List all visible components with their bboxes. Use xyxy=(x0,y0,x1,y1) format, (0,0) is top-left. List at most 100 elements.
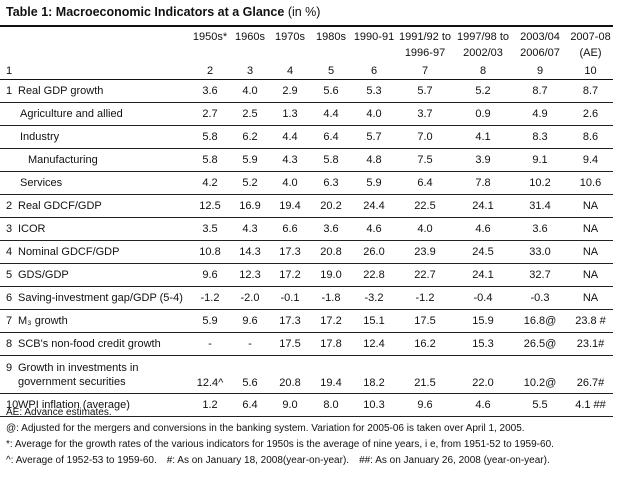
footnotes: AE: Advance estimates. @: Adjusted for th… xyxy=(6,405,554,469)
value-cell: 8.7 xyxy=(512,79,568,103)
value-cell: 19.4 xyxy=(310,355,352,394)
value-cell: 9.4 xyxy=(568,148,613,172)
row-label: 2 Real GDCF/GDP xyxy=(0,194,190,218)
value-cell: 5.9 xyxy=(190,309,230,333)
value-cell: 4.0 xyxy=(396,217,454,241)
value-cell: 16.8@ xyxy=(512,309,568,333)
table-row: 5 GDS/GDP 9.6 12.3 17.2 19.0 22.8 22.7 24.1 32.7 N… xyxy=(0,263,613,287)
column-number-row: 1 2 3 4 5 6 7 8 9 10 xyxy=(0,63,613,80)
value-cell: 10.6 xyxy=(568,171,613,195)
header-cell: 1990-91 xyxy=(352,26,396,63)
header-cell: 1950s* xyxy=(190,26,230,63)
table-row: Agriculture and allied 2.7 2.5 1.3 4.4 4.0 3.7… xyxy=(0,102,613,126)
table-row: 9 Growth in investments in government secu… xyxy=(0,355,613,394)
value-cell: 8.0 xyxy=(310,393,352,417)
value-cell: 32.7 xyxy=(512,263,568,287)
value-cell: 5.5 xyxy=(512,393,568,417)
table-title: Table 1: Macroeconomic Indicators at a G… xyxy=(6,5,320,19)
value-cell: 4.6 xyxy=(454,393,512,417)
value-cell: 10.2 xyxy=(512,171,568,195)
value-cell: 15.1 xyxy=(352,309,396,333)
value-cell: 4.1 ## xyxy=(568,393,613,417)
value-cell: 22.8 xyxy=(352,263,396,287)
row-label-text: WPI inflation (average) xyxy=(18,399,130,411)
header-text: 2006/07 xyxy=(520,47,560,59)
table-row: Services 4.2 5.2 4.0 6.3 5.9 6.4 7.8 10.2 10.6 xyxy=(0,171,613,195)
value-cell: 8.7 xyxy=(568,79,613,103)
row-label: 10WPI inflation (average) xyxy=(0,393,190,417)
value-cell: 17.3 xyxy=(270,240,310,264)
column-number: 7 xyxy=(396,63,454,80)
value-cell: 4.2 xyxy=(190,171,230,195)
value-cell: 26.5@ xyxy=(512,332,568,356)
value-cell: 22.5 xyxy=(396,194,454,218)
title-text: Table 1: Macroeconomic Indicators at a G… xyxy=(6,5,285,19)
value-cell: -3.2 xyxy=(352,286,396,310)
value-cell: 23.8 # xyxy=(568,309,613,333)
value-cell: 4.6 xyxy=(454,217,512,241)
row-label-text: Nominal GDCF/GDP xyxy=(18,246,120,258)
row-label-line: Growth in investments in xyxy=(18,361,139,374)
value-cell: 16.9 xyxy=(230,194,270,218)
row-number: 10 xyxy=(6,399,19,411)
table-row: 3 ICOR 3.5 4.3 6.6 3.6 4.6 4.0 4.6 3.6 NA xyxy=(0,217,613,241)
row-label-text: Agriculture and allied xyxy=(20,108,123,120)
value-cell: NA xyxy=(568,263,613,287)
row-label-text: ICOR xyxy=(18,223,46,235)
header-text: 1950s* xyxy=(192,31,228,43)
value-cell: 5.2 xyxy=(230,171,270,195)
value-cell: 17.5 xyxy=(270,332,310,356)
header-cell: 1991/92 to 1996-97 xyxy=(396,26,454,63)
row-label: Manufacturing xyxy=(0,148,190,172)
value-cell: 3.6 xyxy=(190,79,230,103)
row-label-text: M₃ growth xyxy=(18,315,68,327)
indicator-table: 1950s* 1960s 1970s 1980s 1990-91 1991/92 to 19… xyxy=(0,26,613,417)
value-cell: 21.5 xyxy=(396,355,454,394)
value-cell: 10.3 xyxy=(352,393,396,417)
value-cell: 20.8 xyxy=(310,240,352,264)
value-cell: 10.2@ xyxy=(512,355,568,394)
value-cell: -1.8 xyxy=(310,286,352,310)
value-cell: 4.9 xyxy=(512,102,568,126)
value-cell: 4.0 xyxy=(230,79,270,103)
header-text: 1980s xyxy=(316,31,346,43)
footnote: AE: Advance estimates. xyxy=(6,405,554,421)
table-row: 2 Real GDCF/GDP 12.5 16.9 19.4 20.2 24.4 22.5 24… xyxy=(0,194,613,218)
row-label-text: Real GDCF/GDP xyxy=(18,200,102,212)
value-cell: 12.5 xyxy=(190,194,230,218)
header-text: 1991/92 to xyxy=(399,31,451,43)
value-cell: 2.5 xyxy=(230,102,270,126)
value-cell: 23.1# xyxy=(568,332,613,356)
value-cell: 7.5 xyxy=(396,148,454,172)
value-cell: 5.3 xyxy=(352,79,396,103)
row-label-text: Industry xyxy=(20,131,60,143)
column-number: 6 xyxy=(352,63,396,80)
value-cell: 5.7 xyxy=(396,79,454,103)
row-number: 8 xyxy=(6,338,13,350)
header-cell: 1970s xyxy=(270,26,310,63)
value-cell: 3.9 xyxy=(454,148,512,172)
value-cell: 20.8 xyxy=(270,355,310,394)
value-cell: 4.4 xyxy=(310,102,352,126)
value-cell: 15.9 xyxy=(454,309,512,333)
column-number: 8 xyxy=(454,63,512,80)
value-cell: 24.5 xyxy=(454,240,512,264)
row-number: 7 xyxy=(6,315,13,327)
value-cell: 5.8 xyxy=(190,125,230,149)
footnote: @: Adjusted for the mergers and conversi… xyxy=(6,421,554,437)
value-cell: 17.2 xyxy=(310,309,352,333)
footnote-text: *: Average for the growth rates of the v… xyxy=(6,439,554,450)
value-cell: NA xyxy=(568,194,613,218)
value-cell: 18.2 xyxy=(352,355,396,394)
header-text: 2002/03 xyxy=(463,47,503,59)
footnote-text: @: Adjusted for the mergers and conversi… xyxy=(6,423,525,434)
value-cell: 17.8 xyxy=(310,332,352,356)
value-cell: 1.2 xyxy=(190,393,230,417)
row-label: 6 Saving-investment gap/GDP (5-4) xyxy=(0,286,190,310)
table-row: 4 Nominal GDCF/GDP 10.8 14.3 17.3 20.8 26.0 23.… xyxy=(0,240,613,264)
row-label-text: Manufacturing xyxy=(28,154,98,166)
header-text: 1970s xyxy=(275,31,305,43)
value-cell: 1.3 xyxy=(270,102,310,126)
value-cell: NA xyxy=(568,240,613,264)
value-cell: 12.4 xyxy=(352,332,396,356)
